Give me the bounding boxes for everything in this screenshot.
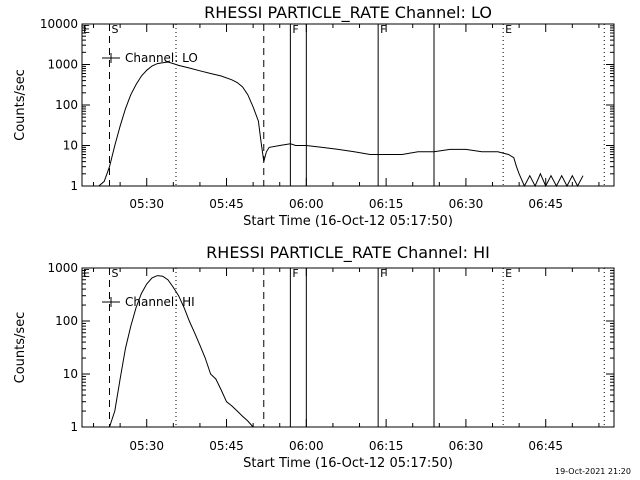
chart1-event-flag: E [505, 23, 512, 36]
chart1-x-tick-label: 06:00 [289, 197, 324, 211]
chart1-series-line [82, 61, 584, 188]
chart2-x-tick-label: 05:45 [209, 439, 244, 453]
chart1-y-tick-label: 10000 [40, 17, 78, 31]
chart1-legend-label: Channel: LO [125, 51, 198, 65]
chart2-legend-label: Channel: HI [125, 295, 195, 309]
chart1-edge-flag: E [83, 23, 90, 36]
chart2-x-tick-label: 06:00 [289, 439, 324, 453]
chart2-y-tick-label: 10 [63, 367, 78, 381]
chart2-y-tick-label: 1000 [47, 261, 78, 275]
footer-timestamp: 19-Oct-2021 21:20 [555, 467, 631, 476]
chart1-x-tick-label: 05:45 [209, 197, 244, 211]
chart1-event-flag: F [292, 23, 298, 36]
chart2-event-flag: F [292, 267, 298, 280]
chart2-series-line [109, 275, 254, 428]
chart2-edge-flag: E [83, 267, 90, 280]
chart2-event-flag: S [111, 267, 118, 280]
chart1-y-axis-label: Counts/sec [13, 69, 28, 141]
chart2-y-tick-label: 1 [70, 420, 78, 434]
chart1-y-tick-label: 100 [55, 98, 78, 112]
chart1-x-tick-label: 06:45 [528, 197, 563, 211]
chart1-title: RHESSI PARTICLE_RATE Channel: LO [204, 3, 492, 23]
chart2-plot-frame [81, 267, 615, 428]
chart1-x-tick-label: 06:15 [369, 197, 404, 211]
chart2-event-flag: E [505, 267, 512, 280]
chart2-y-axis-label: Counts/sec [13, 312, 28, 384]
chart2-x-tick-label: 06:15 [369, 439, 404, 453]
chart1-x-tick-label: 05:30 [129, 197, 164, 211]
chart1-y-tick-label: 1 [70, 179, 78, 193]
chart2-x-tick-label: 06:45 [528, 439, 563, 453]
chart2-x-tick-label: 05:30 [129, 439, 164, 453]
chart2-x-axis-label: Start Time (16-Oct-12 05:17:50) [243, 456, 453, 471]
chart1-x-tick-label: 06:30 [449, 197, 484, 211]
chart2-title: RHESSI PARTICLE_RATE Channel: HI [206, 243, 490, 263]
chart1-x-axis-label: Start Time (16-Oct-12 05:17:50) [243, 214, 453, 229]
chart1-event-flag: F [380, 23, 386, 36]
chart2-event-flag: F [380, 267, 386, 280]
chart2-y-tick-label: 100 [55, 314, 78, 328]
chart1-plot-frame [81, 23, 615, 187]
chart1-event-flag: S [111, 23, 118, 36]
chart2-x-tick-label: 06:30 [449, 439, 484, 453]
chart1-y-tick-label: 1000 [47, 58, 78, 72]
chart1-y-tick-label: 10 [63, 139, 78, 153]
